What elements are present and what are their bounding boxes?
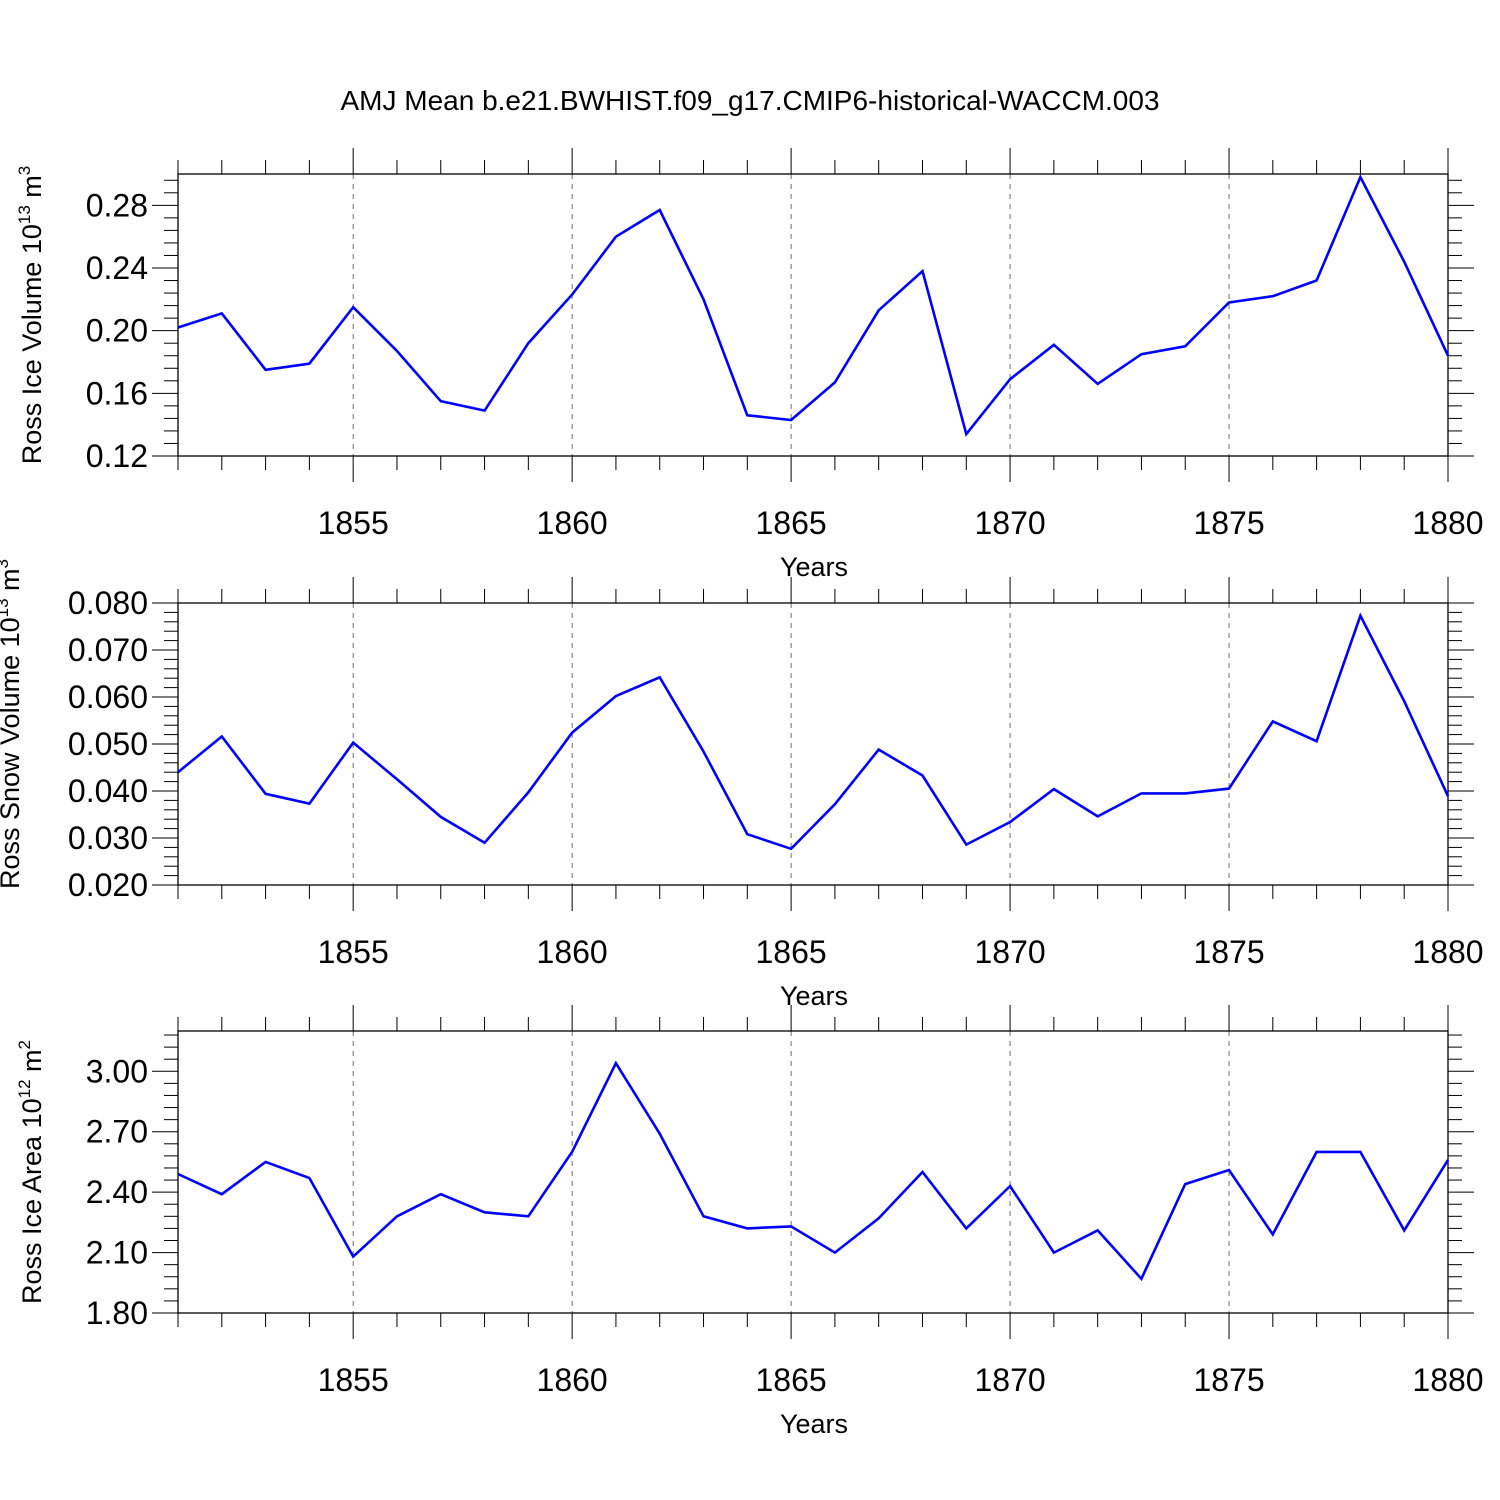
data-series-line xyxy=(177,1060,1450,1282)
x-tick-label: 1870 xyxy=(974,1362,1045,1398)
x-tick-label: 1880 xyxy=(1412,934,1483,970)
plot-frame xyxy=(177,173,1449,457)
x-tick-label: 1875 xyxy=(1193,505,1264,541)
y-axis-label-text: Ross Snow Volume 10 xyxy=(0,617,25,889)
y-tick-label: 0.060 xyxy=(68,679,148,715)
y-axis-label-exponent: 12 xyxy=(15,1079,34,1098)
y-axis-label-exponent: 3 xyxy=(0,559,12,568)
y-tick-label: 2.10 xyxy=(86,1235,148,1271)
y-axis-label-exponent: 3 xyxy=(15,166,34,175)
x-tick-label: 1870 xyxy=(974,934,1045,970)
y-tick-label: 0.24 xyxy=(86,250,148,286)
y-tick-label: 1.80 xyxy=(86,1295,148,1331)
y-axis-label-text: m xyxy=(17,1049,47,1079)
y-axis-label-text: m xyxy=(0,568,25,598)
chart-panel-2: 0.020 0.030 0.040 0.050 0.060 0.070 0.080 1855 1… xyxy=(0,559,1484,1011)
chart-panel-3: 1.80 2.10 2.40 2.70 3.00 1855 1860 1865 1870 1875… xyxy=(15,1005,1484,1439)
y-axis-label-text: m xyxy=(17,175,47,205)
x-tick-label: 1860 xyxy=(537,1362,608,1398)
y-tick-label: 0.20 xyxy=(86,313,148,349)
x-tick-label: 1860 xyxy=(537,934,608,970)
x-axis-label: Years xyxy=(780,552,848,582)
y-tick-label: 0.070 xyxy=(68,632,148,668)
y-tick-label: 0.12 xyxy=(86,438,148,474)
y-axis-label-exponent: 2 xyxy=(15,1040,34,1049)
y-tick-label: 0.030 xyxy=(68,820,148,856)
x-tick-label: 1855 xyxy=(318,934,389,970)
y-tick-label: 2.70 xyxy=(86,1114,148,1150)
y-axis-label-text: Ross Ice Area 10 xyxy=(17,1098,47,1304)
x-tick-label: 1875 xyxy=(1193,934,1264,970)
data-series-line xyxy=(177,174,1450,437)
x-tick-label: 1880 xyxy=(1412,505,1483,541)
x-tick-label: 1865 xyxy=(756,1362,827,1398)
y-tick-label: 0.28 xyxy=(86,187,148,223)
plot-frame xyxy=(177,1030,1449,1314)
y-tick-label: 0.050 xyxy=(68,726,148,762)
x-tick-label: 1860 xyxy=(537,505,608,541)
y-tick-label: 0.16 xyxy=(86,375,148,411)
x-tick-label: 1855 xyxy=(318,505,389,541)
y-axis-label-exponent: 13 xyxy=(0,598,12,617)
x-tick-label: 1870 xyxy=(974,505,1045,541)
x-axis-label: Years xyxy=(780,981,848,1011)
y-axis-label: Ross Ice Volume 1013 m3 xyxy=(15,166,47,465)
y-axis-label-exponent: 13 xyxy=(15,205,34,224)
y-tick-label: 0.040 xyxy=(68,773,148,809)
x-axis-label: Years xyxy=(780,1409,848,1439)
panels: 0.12 0.16 0.20 0.24 0.28 1855 1860 1865 1870 1875… xyxy=(0,148,1484,1439)
x-tick-label: 1875 xyxy=(1193,1362,1264,1398)
figure-title: AMJ Mean b.e21.BWHIST.f09_g17.CMIP6-hist… xyxy=(340,85,1159,116)
y-axis-label-text: Ross Ice Volume 10 xyxy=(17,224,47,464)
x-tick-label: 1855 xyxy=(318,1362,389,1398)
y-axis-label: Ross Snow Volume 1013 m3 xyxy=(0,559,25,889)
y-tick-label: 2.40 xyxy=(86,1174,148,1210)
data-series-line xyxy=(177,612,1450,851)
x-tick-label: 1865 xyxy=(756,505,827,541)
x-tick-label: 1865 xyxy=(756,934,827,970)
y-tick-label: 0.080 xyxy=(68,585,148,621)
chart-panel-1: 0.12 0.16 0.20 0.24 0.28 1855 1860 1865 1870 1875… xyxy=(15,148,1484,582)
x-tick-label: 1880 xyxy=(1412,1362,1483,1398)
y-tick-label: 3.00 xyxy=(86,1053,148,1089)
y-tick-label: 0.020 xyxy=(68,867,148,903)
y-axis-label: Ross Ice Area 1012 m2 xyxy=(15,1040,47,1304)
